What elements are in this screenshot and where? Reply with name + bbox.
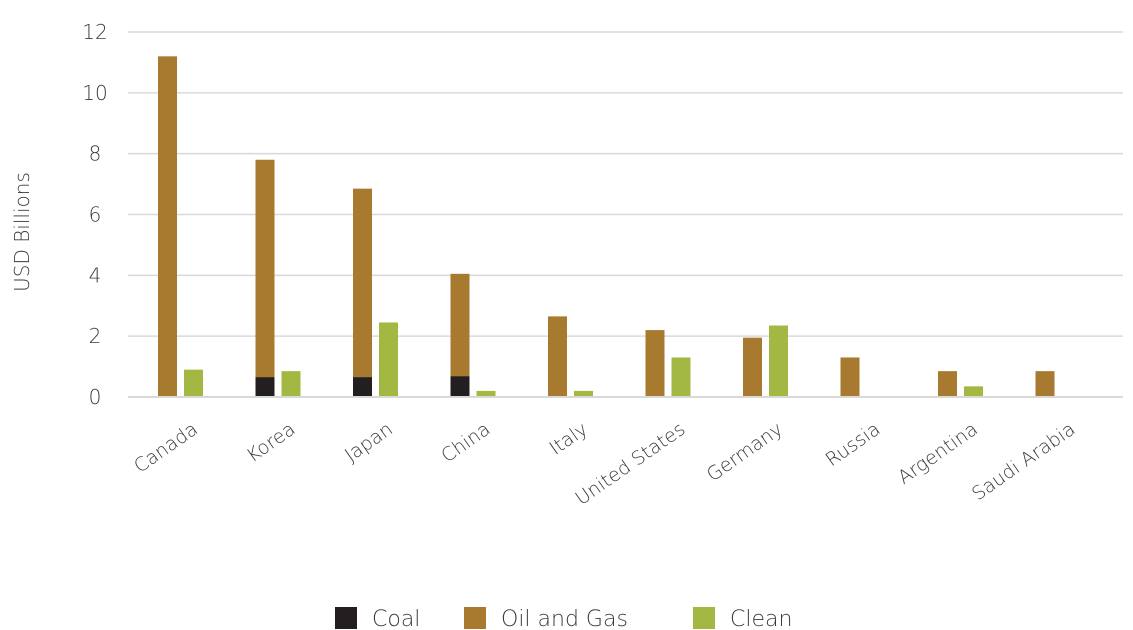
legend-swatch [464,607,486,629]
x-tick-label: Canada [130,418,202,477]
bar-clean [184,369,203,397]
x-tick-label: Russia [822,418,885,471]
y-tick-label: 6 [89,203,102,227]
bar-oil-and-gas [743,337,762,397]
bar-oil-and-gas [450,273,470,397]
bar-clean [574,390,593,397]
legend-label: Clean [730,607,792,630]
bar-clean [379,322,398,397]
bar-coal [353,377,372,397]
bars [158,56,1055,397]
bar-oil-and-gas [158,56,177,397]
bar-oil-and-gas [548,316,567,397]
legend-label: Coal [372,607,420,630]
bar-clean [964,386,983,397]
y-tick-label: 8 [89,142,102,166]
x-tick-label: Japan [341,418,397,466]
bar-oil-and-gas [353,188,372,397]
x-tick-label: China [437,418,494,467]
bar-oil-and-gas [840,357,860,397]
bar-clean [671,357,691,397]
y-tick-label: 0 [89,385,102,409]
legend-label: Oil and Gas [501,607,628,630]
bar-oil-and-gas [645,330,665,397]
bar-oil-and-gas [255,159,275,397]
bar-oil-and-gas [1035,371,1055,397]
gridlines [128,31,1123,337]
x-tick-label: Korea [243,418,300,467]
x-tick-label: Italy [545,418,591,460]
y-tick-label: 2 [89,324,102,348]
y-axis-ticks: 0 2 4 6 8 10 12 [82,20,107,409]
y-tick-label: 12 [82,20,107,44]
y-tick-label: 10 [82,81,107,105]
bar-oil-and-gas [938,371,957,397]
x-tick-label: Saudi Arabia [968,418,1079,505]
x-tick-label: United States [571,418,689,510]
bar-clean [476,390,496,397]
bar-clean [281,371,301,397]
bar-coal [450,376,470,397]
x-tick-label: Germany [703,418,787,486]
legend-swatch [335,607,357,629]
x-tick-label: Argentina [894,418,982,489]
legend-swatch [693,607,715,629]
y-axis-title: USD Billions [10,172,34,292]
y-tick-label: 4 [89,263,102,287]
bar-coal [255,377,275,397]
bar-clean [769,325,788,397]
legend: Coal Oil and Gas Clean [335,607,792,630]
